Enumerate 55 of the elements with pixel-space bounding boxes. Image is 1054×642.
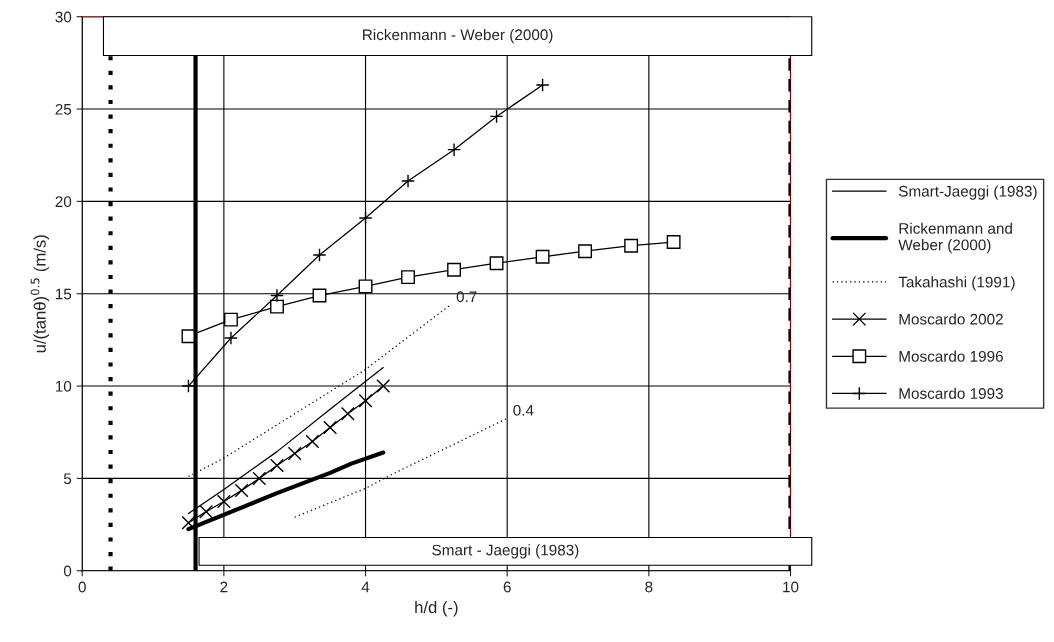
- point: [270, 299, 284, 314]
- point: [234, 483, 249, 498]
- point: [312, 288, 327, 303]
- x-tick-label: 6: [503, 581, 511, 593]
- point: [447, 262, 462, 277]
- point: [535, 78, 550, 92]
- point: [358, 393, 373, 408]
- y-tick-label: 5: [63, 473, 72, 485]
- y-axis-title: u/(tanθ)$^{0.5}$ (m/s): [30, 235, 50, 353]
- point: [358, 279, 373, 294]
- point: [666, 235, 681, 249]
- annotation: 0.4: [513, 404, 534, 416]
- point: [401, 174, 415, 189]
- legend-label: Moscardo 1996: [899, 350, 1003, 362]
- legend-label: Moscardo 2002: [899, 313, 1003, 325]
- point: [340, 406, 355, 421]
- y-tick-label: 20: [55, 196, 72, 208]
- y-tick-label: 15: [55, 288, 72, 300]
- legend-label: Moscardo 1993: [899, 387, 1003, 399]
- point: [216, 494, 231, 509]
- point: [312, 247, 327, 262]
- point: [181, 515, 196, 530]
- legend-label: Smart-Jaeggi (1983): [898, 185, 1037, 200]
- point: [270, 288, 284, 303]
- point: [199, 504, 214, 519]
- point: [578, 244, 593, 259]
- point: [181, 379, 196, 394]
- annotation: 0.7: [456, 291, 477, 303]
- annotation: Rickenmann - Weber (2000): [363, 28, 553, 44]
- y-tick-label: 0: [63, 565, 72, 577]
- x-tick-label: 8: [645, 581, 653, 593]
- point: [535, 249, 550, 264]
- point: [401, 270, 415, 285]
- point: [287, 446, 302, 461]
- point: [323, 420, 338, 435]
- annotation: Smart - Jaeggi (1983): [432, 544, 579, 559]
- point: [224, 312, 238, 327]
- point: [376, 379, 391, 394]
- legend-label: Rickenmann and Weber (2000): [898, 222, 1012, 254]
- y-tick-label: 25: [55, 103, 72, 115]
- y-tick-label: 30: [55, 11, 72, 23]
- point: [252, 471, 267, 486]
- x-tick-label: 2: [220, 581, 228, 593]
- x-tick-label: 4: [361, 581, 370, 593]
- point: [489, 256, 504, 271]
- point: [624, 238, 639, 253]
- legend-label: Takahashi (1991): [898, 276, 1015, 291]
- point: [305, 434, 320, 449]
- y-tick-label: 10: [55, 380, 72, 392]
- point: [489, 109, 504, 124]
- x-axis-title: h/d (-): [415, 600, 458, 617]
- x-tick-label: 10: [783, 581, 799, 593]
- point: [224, 331, 238, 345]
- point: [270, 458, 284, 473]
- x-tick-label: 0: [78, 581, 86, 593]
